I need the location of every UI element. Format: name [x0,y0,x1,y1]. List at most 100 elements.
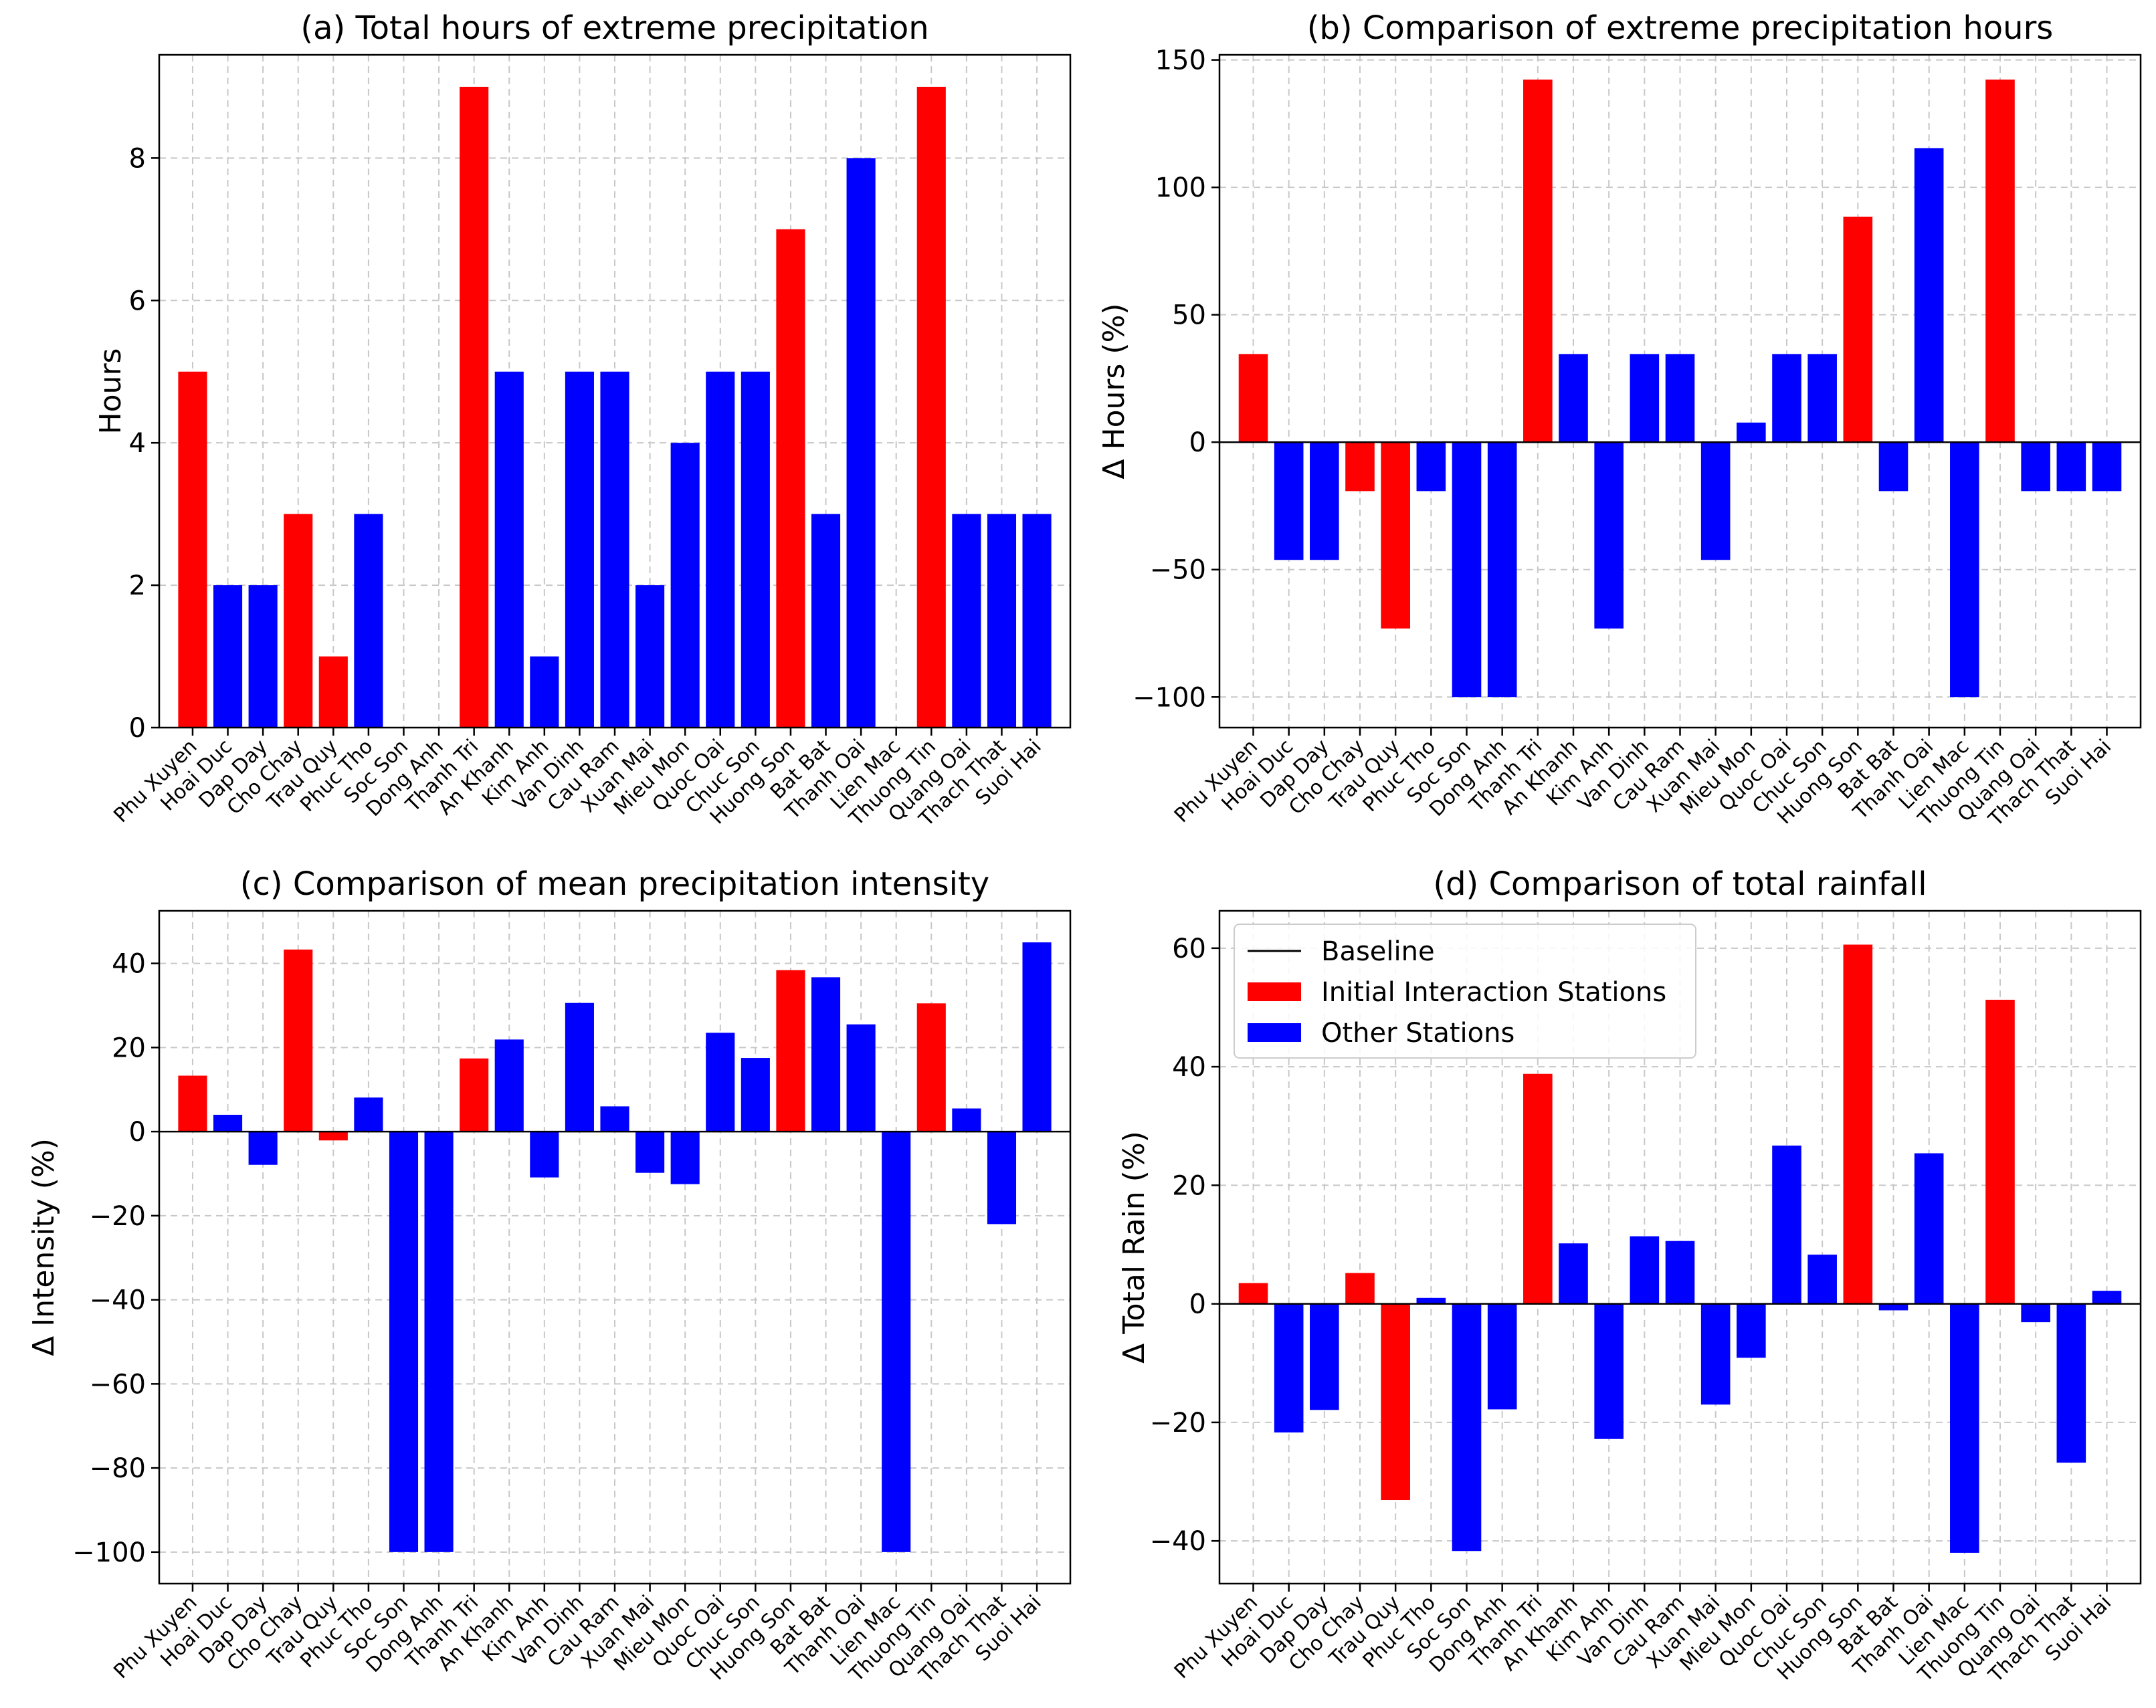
bar-an-khanh [494,371,524,728]
y-tick-label: −100 [1133,682,1206,713]
bar-soc-son [389,1132,419,1552]
bar-thanh-oai [846,1024,876,1132]
bar-kim-anh [530,1132,559,1178]
bar-xuan-mai [1700,442,1731,560]
bar-phuc-tho [1416,442,1446,492]
bar-thanh-tri [1523,1073,1553,1304]
bar-dap-day [1310,1303,1339,1410]
bar-suoi-hai [2092,442,2122,492]
y-tick-label: 20 [1172,1170,1206,1201]
bar-quang-oai [2021,1303,2050,1323]
legend-baseline-label: Baseline [1321,936,1435,967]
y-axis-label: Δ Intensity (%) [27,1138,61,1356]
bar-huong-son [776,229,805,728]
bar-xuan-mai [635,585,665,728]
bar-trau-quy [318,1132,348,1141]
bar-quang-oai [2021,442,2050,492]
bar-xuan-mai [1700,1303,1731,1405]
y-tick-label: 6 [129,286,146,316]
y-tick-label: −20 [90,1201,146,1232]
bar-thanh-oai [1914,148,1944,443]
bar-cho-chay [284,949,313,1132]
bar-dap-day [248,585,278,728]
bar-hoai-duc [213,1114,243,1132]
y-tick-label: 60 [1172,934,1206,964]
bar-phuc-tho [1416,1297,1446,1304]
bar-cau-ram [600,1106,629,1132]
y-tick-label: 0 [129,713,146,744]
bar-thuong-tin [1985,999,2015,1304]
y-tick-label: 0 [1189,427,1206,458]
bar-quoc-oai [1772,1145,1801,1304]
bar-phu-xuyen [178,371,207,728]
bar-van-dinh [1630,354,1660,443]
y-tick-label: −100 [72,1537,146,1568]
bar-bat-bat [1878,1303,1908,1311]
y-tick-label: −20 [1150,1408,1206,1438]
y-tick-label: 20 [112,1033,146,1063]
bar-chuc-son [1807,354,1837,443]
bar-cho-chay [1345,1273,1375,1304]
bar-mieu-mon [1737,422,1766,443]
y-tick-label: 8 [129,143,146,174]
bar-hoai-duc [1274,442,1304,560]
bar-mieu-mon [670,443,700,728]
bar-hoai-duc [1274,1303,1304,1432]
bar-thach-that [987,514,1017,728]
bar-chuc-son [741,371,770,728]
y-tick-label: 4 [129,428,146,459]
y-tick-label: −40 [1150,1526,1206,1557]
axes-frame [1218,54,2142,729]
y-tick-label: −60 [90,1369,146,1400]
bar-suoi-hai [1022,514,1052,728]
bar-lien-mac [1950,442,1979,698]
bar-chuc-son [1807,1255,1837,1304]
bar-dong-anh [424,1132,454,1552]
axes-frame [1218,910,2142,1585]
bar-an-khanh [1559,354,1588,443]
bar-bat-bat [1878,442,1908,492]
y-tick-label: −50 [1150,555,1206,586]
y-tick-label: −40 [90,1285,146,1316]
bar-lien-mac [882,1132,911,1552]
bar-kim-anh [1594,442,1624,629]
y-axis-label: Δ Hours (%) [1097,303,1131,479]
bar-phu-xuyen [178,1075,207,1132]
bar-kim-anh [1594,1303,1624,1439]
chart-title: (b) Comparison of extreme precipitation … [1307,9,2054,47]
bar-quoc-oai [1772,354,1801,443]
bar-lien-mac [1950,1303,1979,1553]
bar-xuan-mai [635,1132,665,1173]
bar-trau-quy [1381,1303,1410,1501]
bar-suoi-hai [2092,1291,2122,1304]
y-tick-label: 0 [129,1117,146,1148]
bar-dap-day [1310,442,1339,560]
bar-dong-anh [1487,442,1517,698]
y-tick-label: 40 [1172,1052,1206,1083]
bar-soc-son [1452,1303,1482,1552]
bar-trau-quy [318,656,348,728]
bar-huong-son [1843,944,1873,1304]
legend-box [1234,924,1696,1059]
bar-thanh-tri [460,1058,489,1132]
legend-other-swatch [1248,1023,1301,1042]
bar-an-khanh [1559,1243,1588,1304]
bar-van-dinh [1630,1236,1660,1304]
bar-huong-son [776,970,805,1132]
y-axis-label: Hours [94,348,128,435]
bar-bat-bat [811,977,841,1132]
bar-thach-that [987,1132,1017,1224]
bar-van-dinh [565,1002,594,1132]
bar-mieu-mon [670,1132,700,1184]
bar-soc-son [1452,442,1482,698]
axes-frame [158,54,1072,729]
bar-thanh-tri [460,86,489,728]
bar-cau-ram [600,371,629,728]
bar-phuc-tho [354,514,383,728]
bar-cau-ram [1665,354,1695,443]
y-tick-label: 150 [1155,45,1206,76]
legend-initial-label: Initial Interaction Stations [1321,977,1666,1008]
bar-quang-oai [952,1108,981,1132]
